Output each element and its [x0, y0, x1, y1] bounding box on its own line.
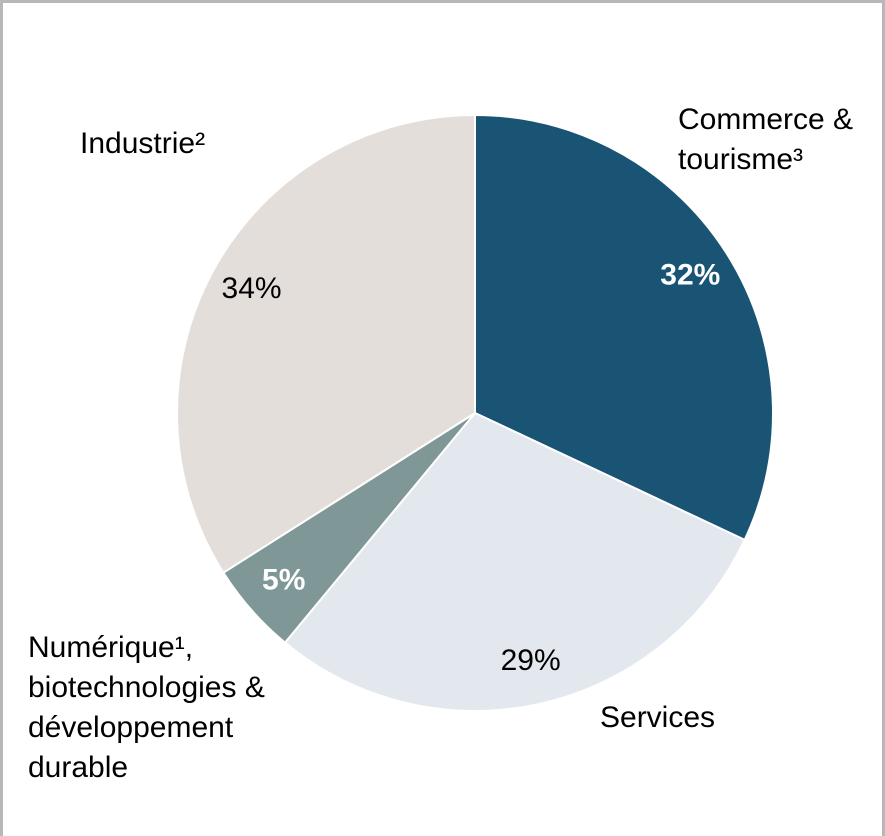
pie-slice [283, 411, 746, 712]
pie-slice [474, 113, 774, 542]
value-label: 34% [222, 272, 282, 305]
value-label: 32% [660, 258, 720, 291]
pie-slice [176, 113, 476, 575]
category-label: Numérique¹, biotechnologies & développem… [28, 631, 265, 784]
category-label: Industrie² [80, 127, 206, 160]
category-label: Services [600, 701, 716, 734]
value-label: 5% [262, 564, 305, 597]
category-label: Commerce & tourisme³ [678, 103, 854, 176]
value-label: 29% [501, 644, 561, 677]
